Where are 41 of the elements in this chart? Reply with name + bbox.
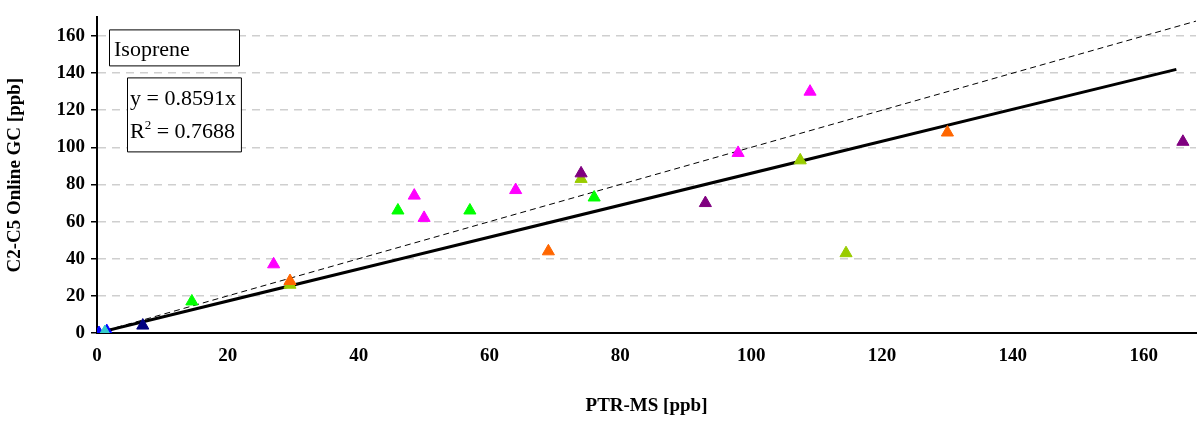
x-axis-title: PTR-MS [ppb] <box>585 393 708 415</box>
point <box>940 125 954 137</box>
point <box>463 202 477 215</box>
point <box>417 210 431 222</box>
x-tick-label: 100 <box>736 344 766 366</box>
point <box>1176 134 1190 146</box>
y-tick-label: 0 <box>75 320 85 342</box>
point <box>267 256 281 269</box>
point <box>391 202 405 215</box>
point <box>136 318 150 330</box>
point <box>283 273 297 286</box>
y-tick-label: 60 <box>66 209 85 231</box>
point <box>839 245 853 258</box>
point <box>587 189 601 202</box>
x-tick-label: 20 <box>218 344 238 366</box>
x-tick-label: 60 <box>480 344 499 366</box>
x-tick-label: 140 <box>998 344 1028 366</box>
y-tick-label: 140 <box>56 61 85 82</box>
y-axis-title: C2-C5 Online GC [ppb] <box>3 77 25 273</box>
y-tick-label: 40 <box>66 246 85 268</box>
y-tick-label: 100 <box>56 135 85 157</box>
annotation: y = 0.8591x <box>130 85 236 111</box>
y-tick-label: 120 <box>56 98 85 120</box>
x-tick-label: 0 <box>92 344 102 366</box>
y-tick-label: 20 <box>66 283 85 305</box>
x-tick-label: 160 <box>1129 344 1158 366</box>
annotation: Isoprene <box>114 36 190 62</box>
point <box>731 145 745 157</box>
point <box>509 182 523 195</box>
point <box>803 84 817 96</box>
x-tick-label: 120 <box>867 344 897 366</box>
x-tick-label: 40 <box>349 344 369 366</box>
point <box>407 188 421 200</box>
x-tick-label: 80 <box>610 344 630 366</box>
point <box>698 195 712 208</box>
point <box>793 152 807 165</box>
point <box>541 243 555 256</box>
y-tick-label: 160 <box>56 23 85 45</box>
point <box>185 293 199 306</box>
y-tick-label: 80 <box>66 172 85 194</box>
point <box>574 165 588 178</box>
